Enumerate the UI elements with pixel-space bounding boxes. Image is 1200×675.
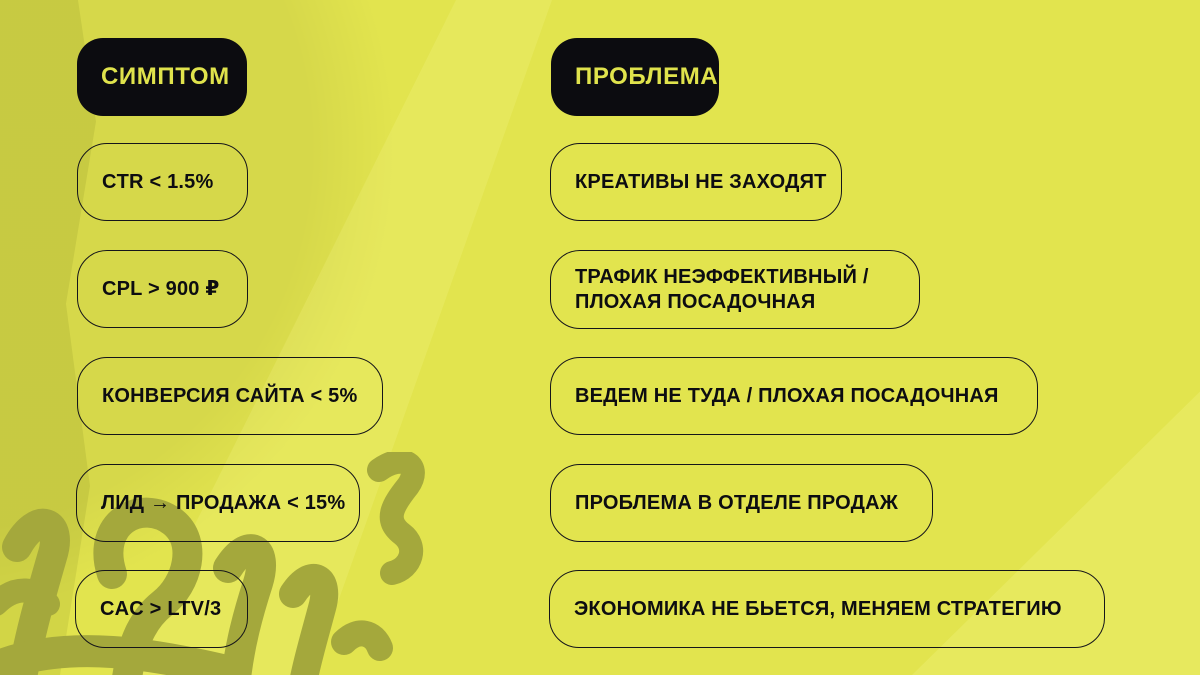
- symptom-box-ctr-label: CTR < 1.5%: [102, 170, 214, 193]
- problem-box-sales-dept-label: ПРОБЛЕМА В ОТДЕЛЕ ПРОДАЖ: [575, 491, 899, 514]
- column-header-symptom-label: СИМПТОМ: [101, 63, 230, 90]
- symptom-box-cac-label: CAC > LTV/3: [100, 597, 222, 620]
- column-header-problem: ПРОБЛЕМА: [551, 38, 719, 116]
- problem-box-economics: ЭКОНОМИКА НЕ БЬЕТСЯ, МЕНЯЕМ СТРАТЕГИЮ: [549, 570, 1105, 648]
- problem-box-creatives: КРЕАТИВЫ НЕ ЗАХОДЯТ: [550, 143, 842, 221]
- problem-box-wrong-target: ВЕДЕМ НЕ ТУДА / ПЛОХАЯ ПОСАДОЧНАЯ: [550, 357, 1038, 435]
- problem-box-economics-label: ЭКОНОМИКА НЕ БЬЕТСЯ, МЕНЯЕМ СТРАТЕГИЮ: [574, 597, 1062, 620]
- symptom-box-ctr: CTR < 1.5%: [77, 143, 248, 221]
- symptom-box-cpl: CPL > 900 ₽: [77, 250, 248, 328]
- symptom-box-lead-to-sale: ЛИД → ПРОДАЖА < 15%: [76, 464, 360, 542]
- symptom-box-cac: CAC > LTV/3: [75, 570, 248, 648]
- symptom-box-site-conversion: КОНВЕРСИЯ САЙТА < 5%: [77, 357, 383, 435]
- symptom-box-site-conversion-label: КОНВЕРСИЯ САЙТА < 5%: [102, 384, 358, 407]
- problem-box-traffic: ТРАФИК НЕЭФФЕКТИВНЫЙ / ПЛОХАЯ ПОСАДОЧНАЯ: [550, 250, 920, 329]
- problem-box-sales-dept: ПРОБЛЕМА В ОТДЕЛЕ ПРОДАЖ: [550, 464, 933, 542]
- symptom-box-lead-to-sale-label: ЛИД → ПРОДАЖА < 15%: [101, 491, 346, 514]
- problem-box-wrong-target-label: ВЕДЕМ НЕ ТУДА / ПЛОХАЯ ПОСАДОЧНАЯ: [575, 384, 999, 407]
- problem-box-traffic-label: ТРАФИК НЕЭФФЕКТИВНЫЙ / ПЛОХАЯ ПОСАДОЧНАЯ: [575, 265, 869, 313]
- problem-box-creatives-label: КРЕАТИВЫ НЕ ЗАХОДЯТ: [575, 170, 827, 193]
- column-header-problem-label: ПРОБЛЕМА: [575, 63, 719, 90]
- symptom-box-cpl-label: CPL > 900 ₽: [102, 277, 220, 300]
- column-header-symptom: СИМПТОМ: [77, 38, 247, 116]
